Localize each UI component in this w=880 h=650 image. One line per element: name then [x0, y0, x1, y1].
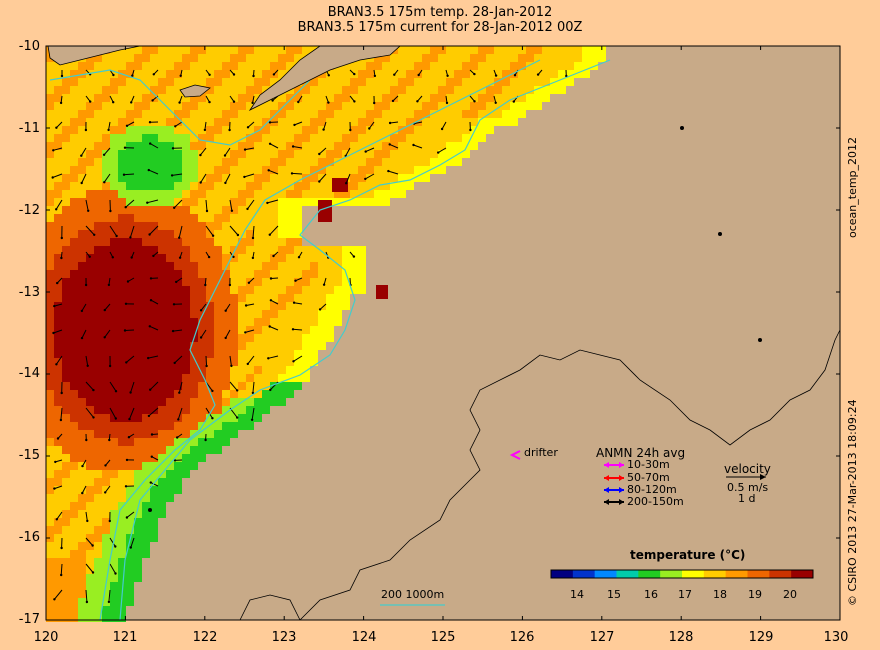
x-tick-label: 122	[192, 630, 218, 645]
axis-ticks	[45, 45, 841, 621]
coastline-south	[239, 594, 301, 621]
y-tick-label: -15	[18, 448, 40, 463]
drifter-label: drifter	[524, 446, 558, 459]
y-tick-label: -12	[18, 203, 40, 218]
colorbar	[550, 569, 814, 579]
bathymetry-contour-1000m	[99, 59, 541, 621]
colorbar-tick-label: 16	[644, 588, 658, 601]
island-timor-east	[248, 45, 402, 112]
island-dot-1	[680, 126, 684, 130]
y-tick-label: -14	[18, 366, 40, 381]
velocity-duration-label: 1 d	[738, 492, 756, 505]
colorbar-tick-label: 20	[783, 588, 797, 601]
island-dot-4	[148, 508, 152, 512]
anmn-legend-arrows	[604, 462, 624, 505]
velocity-scale-label: 0.5 m/s	[727, 481, 769, 494]
coastline-kimberley	[299, 329, 841, 621]
x-tick-label: 121	[112, 630, 138, 645]
y-tick-label: -10	[18, 39, 40, 54]
anmn-legend-title: ANMN 24h avg	[596, 446, 686, 460]
anmn-legend-item: 80-120m	[627, 483, 677, 496]
anmn-legend-item: 200-150m	[627, 495, 684, 508]
copyright-label: © CSIRO 2013 27-Mar-2013 18:09:24	[846, 399, 859, 606]
x-tick-label: 130	[823, 630, 849, 645]
colorbar-tick-label: 15	[607, 588, 621, 601]
x-tick-label: 127	[589, 630, 615, 645]
x-tick-label: 126	[509, 630, 535, 645]
x-tick-label: 123	[271, 630, 297, 645]
map-title: BRAN3.5 175m temp. 28-Jan-2012	[327, 5, 553, 20]
bathymetry-contour-inner	[49, 69, 321, 146]
map-subtitle: BRAN3.5 175m current for 28-Jan-2012 00Z	[297, 20, 583, 35]
island-dot-3	[758, 338, 762, 342]
island-timor-west	[47, 45, 141, 66]
x-tick-label: 124	[351, 630, 377, 645]
x-tick-label: 125	[430, 630, 456, 645]
bathymetry-legend-label: 200 1000m	[381, 588, 445, 601]
y-tick-label: -13	[18, 285, 40, 300]
bathymetry-contour-200m	[119, 59, 611, 621]
dataset-label: ocean_temp_2012	[846, 136, 859, 238]
velocity-scale-arrow	[726, 474, 766, 480]
anmn-legend-item: 10-30m	[627, 458, 670, 471]
y-tick-label: -16	[18, 530, 40, 545]
velocity-title: velocity	[724, 462, 771, 476]
y-tick-label: -17	[18, 612, 40, 627]
drifter-marker	[509, 450, 521, 460]
colorbar-tick-label: 17	[678, 588, 692, 601]
island-dot-2	[718, 232, 722, 236]
colorbar-title: temperature (°C)	[630, 548, 746, 562]
colorbar-tick-label: 14	[570, 588, 584, 601]
x-tick-label: 129	[748, 630, 774, 645]
x-tick-label: 128	[668, 630, 694, 645]
colorbar-tick-label: 18	[713, 588, 727, 601]
current-arrows	[51, 69, 568, 604]
colorbar-tick-label: 19	[748, 588, 762, 601]
y-tick-label: -11	[18, 121, 40, 136]
anmn-legend-item: 50-70m	[627, 471, 670, 484]
x-tick-label: 120	[33, 630, 59, 645]
island-roti	[179, 84, 211, 98]
